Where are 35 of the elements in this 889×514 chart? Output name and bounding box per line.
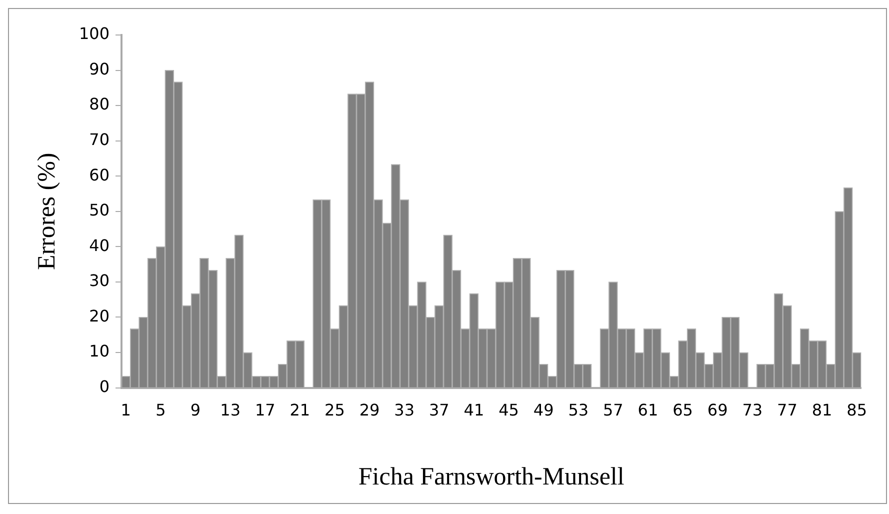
x-tick-label: 29 <box>359 400 380 420</box>
y-tick-label: 10 <box>89 342 110 361</box>
x-tick-label: 81 <box>812 400 832 420</box>
x-axis-title: Ficha Farnsworth-Munsell <box>358 464 624 491</box>
y-tick-label: 80 <box>89 94 110 114</box>
y-tick-label: 50 <box>89 200 110 220</box>
x-tick-label: 77 <box>777 400 798 420</box>
x-tick-label: 21 <box>290 400 310 420</box>
y-tick-label: 0 <box>99 376 110 396</box>
x-tick-label: 57 <box>602 400 624 420</box>
x-tick-label: 61 <box>638 400 658 420</box>
x-tick-label: 17 <box>254 400 276 420</box>
y-axis-title: Errores (%) <box>34 152 61 270</box>
x-tick-label: 53 <box>568 400 589 420</box>
x-tick-label: 69 <box>707 400 728 420</box>
y-tick-label: 70 <box>89 130 110 149</box>
x-tick-label: 45 <box>498 400 519 420</box>
x-tick-label: 5 <box>156 400 166 420</box>
y-tick-label: 20 <box>89 306 110 326</box>
y-tick-label: 30 <box>89 271 110 290</box>
y-tick-label: 100 <box>78 24 110 44</box>
x-tick-label: 25 <box>324 400 345 420</box>
x-tick-label: 65 <box>672 400 693 420</box>
x-tick-label: 13 <box>220 400 240 420</box>
x-tick-label: 33 <box>394 400 415 420</box>
x-tick-label: 73 <box>742 400 763 420</box>
y-tick-label: 40 <box>89 236 110 255</box>
x-tick-label: 41 <box>464 400 484 420</box>
x-tick-label: 9 <box>190 400 201 420</box>
x-tick-label: 37 <box>428 400 450 420</box>
x-tick-label: 85 <box>846 400 867 420</box>
x-tick-label: 1 <box>120 400 131 420</box>
y-tick-label: 90 <box>89 59 110 78</box>
x-tick-label: 49 <box>533 400 554 420</box>
y-tick-label: 60 <box>89 165 110 184</box>
